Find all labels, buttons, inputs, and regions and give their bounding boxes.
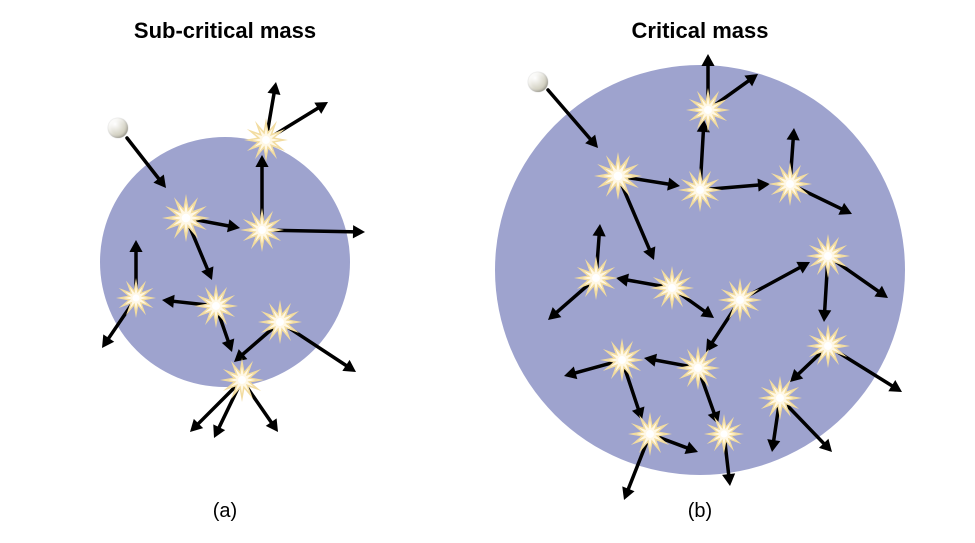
fission-burst-icon <box>600 338 644 382</box>
neutron-arrow <box>716 79 751 104</box>
fission-burst-icon <box>162 194 210 242</box>
neutron-arrow <box>624 279 662 286</box>
arrowhead-icon <box>162 295 175 308</box>
neutron-arrow <box>652 360 688 367</box>
fission-burst-icon <box>704 414 744 454</box>
neutron-arrow <box>548 90 593 142</box>
fission-burst-icon <box>244 118 288 162</box>
neutron-arrow <box>622 186 650 252</box>
neutron-arrow <box>272 230 357 232</box>
arrowhead-icon <box>667 178 680 191</box>
fission-burst-icon <box>650 266 694 310</box>
fission-burst-icon <box>718 278 762 322</box>
neutron-arrow <box>836 262 881 294</box>
neutron-arrow <box>725 443 729 478</box>
arrowhead-icon <box>701 54 714 66</box>
neutron-arrow <box>701 377 715 416</box>
neutron-arrow <box>127 138 161 181</box>
neutron-arrow <box>773 408 778 444</box>
arrowhead-icon <box>787 128 800 140</box>
neutron-arrow <box>107 305 131 341</box>
neutron-arrow <box>796 353 821 376</box>
arrowhead-icon <box>722 473 735 486</box>
arrowhead-icon <box>353 225 365 238</box>
fission-burst-icon <box>594 152 642 200</box>
arrowhead-icon <box>564 366 577 379</box>
neutron-arrow <box>268 90 275 130</box>
fission-burst-icon <box>686 88 730 132</box>
fission-burst-icon <box>676 346 720 390</box>
neutron-arrow <box>836 351 894 387</box>
neutron-arrow <box>659 437 690 449</box>
fission-burst-icon <box>116 278 156 318</box>
neutron-arrow <box>701 128 704 180</box>
neutron-arrow <box>248 388 274 425</box>
neutron-arrow <box>799 188 845 210</box>
fission-burst-icon <box>768 162 812 206</box>
neutron-arrow <box>240 328 272 356</box>
neutron-arrow <box>629 178 672 185</box>
neutron-arrow <box>197 220 232 227</box>
arrowhead-icon <box>593 224 606 236</box>
fission-burst-icon <box>194 284 238 328</box>
neutron-arrow <box>554 285 588 315</box>
fission-overlay <box>0 0 975 543</box>
arrowhead-icon <box>616 274 629 287</box>
neutron-arrow <box>288 327 349 367</box>
neutron-arrow <box>825 266 828 314</box>
arrowhead-icon <box>644 354 657 367</box>
arrowhead-icon <box>767 439 780 452</box>
arrowhead-icon <box>129 240 142 252</box>
neutron-arrow <box>787 405 826 446</box>
arrowhead-icon <box>757 178 770 191</box>
fission-burst-icon <box>806 234 850 278</box>
neutron-arrow <box>680 294 707 313</box>
fission-burst-icon <box>628 412 672 456</box>
fission-burst-icon <box>240 208 284 252</box>
neutron-arrow <box>710 185 762 189</box>
arrowhead-icon <box>267 82 280 95</box>
neutron-arrow <box>627 443 646 492</box>
neutron-arrow <box>190 228 209 272</box>
neutron-arrow <box>625 369 639 412</box>
arrowhead-icon <box>227 219 240 232</box>
diagram-canvas: Sub-critical mass Critical mass (a) (b) <box>0 0 975 543</box>
arrowhead-icon <box>818 310 831 322</box>
neutron-arrow <box>170 301 206 305</box>
fission-burst-icon <box>678 168 722 212</box>
